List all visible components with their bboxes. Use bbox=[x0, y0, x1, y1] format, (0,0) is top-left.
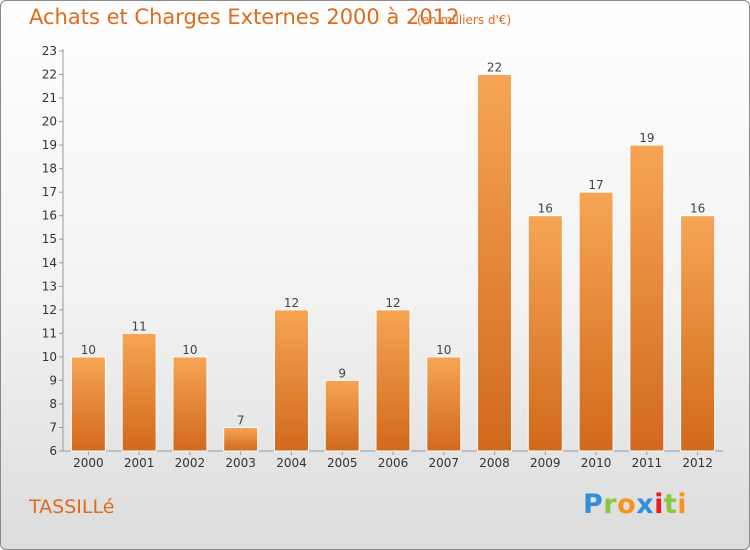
x-tick-label: 2000 bbox=[73, 456, 104, 470]
bar-2010 bbox=[578, 191, 614, 452]
bar-2012 bbox=[680, 215, 716, 452]
logo-letter: r bbox=[603, 489, 618, 520]
data-label-2004: 12 bbox=[284, 296, 299, 310]
y-tick-label: 7 bbox=[49, 420, 57, 434]
bar-2008 bbox=[477, 74, 513, 452]
bar-2001 bbox=[121, 332, 157, 452]
x-tick-label: 2008 bbox=[479, 456, 510, 470]
chart-subtitle: (en milliers d'€) bbox=[417, 13, 512, 27]
data-label-2011: 19 bbox=[639, 131, 654, 145]
data-label-2000: 10 bbox=[81, 343, 96, 357]
x-tick-label: 2004 bbox=[276, 456, 307, 470]
logo-letter: x bbox=[636, 489, 655, 520]
x-tick-label: 2010 bbox=[581, 456, 612, 470]
bar-2005 bbox=[324, 379, 360, 452]
bar-2009 bbox=[527, 215, 563, 452]
y-tick-label: 17 bbox=[42, 185, 57, 199]
bar-2004 bbox=[273, 309, 309, 452]
y-tick-label: 8 bbox=[49, 397, 57, 411]
y-tick-label: 21 bbox=[42, 91, 57, 105]
y-tick-label: 9 bbox=[49, 373, 57, 387]
data-label-2005: 9 bbox=[338, 366, 346, 380]
data-label-2006: 12 bbox=[385, 296, 400, 310]
y-tick-label: 13 bbox=[42, 279, 57, 293]
y-tick-label: 10 bbox=[42, 350, 57, 364]
y-tick-label: 19 bbox=[42, 138, 57, 152]
y-tick-label: 6 bbox=[49, 444, 57, 458]
x-tick-label: 2007 bbox=[428, 456, 459, 470]
bar-2006 bbox=[375, 309, 411, 452]
y-tick-label: 15 bbox=[42, 232, 57, 246]
data-label-2003: 7 bbox=[237, 413, 245, 427]
bar-2000 bbox=[70, 356, 106, 452]
chart-title: Achats et Charges Externes 2000 à 2012 bbox=[29, 5, 460, 29]
x-tick-label: 2012 bbox=[682, 456, 713, 470]
y-tick-label: 16 bbox=[42, 209, 57, 223]
proxiti-logo: Proxiti bbox=[583, 489, 687, 520]
data-label-2001: 11 bbox=[132, 319, 147, 333]
logo-letter: P bbox=[583, 489, 604, 520]
y-tick-label: 22 bbox=[42, 68, 57, 82]
commune-name: TASSILLé bbox=[29, 496, 115, 518]
y-tick-label: 20 bbox=[42, 115, 57, 129]
data-label-2002: 10 bbox=[182, 343, 197, 357]
x-tick-label: 2001 bbox=[124, 456, 155, 470]
data-label-2009: 16 bbox=[538, 202, 553, 216]
x-tick-label: 2005 bbox=[327, 456, 358, 470]
data-label-2008: 22 bbox=[487, 61, 502, 75]
logo-letter: i bbox=[677, 489, 688, 520]
y-tick-label: 14 bbox=[42, 256, 57, 270]
logo-letter: o bbox=[617, 489, 637, 520]
data-label-2007: 10 bbox=[436, 343, 451, 357]
y-tick-label: 11 bbox=[42, 326, 57, 340]
x-tick-label: 2002 bbox=[175, 456, 206, 470]
x-tick-label: 2003 bbox=[225, 456, 256, 470]
bar-2007 bbox=[426, 356, 462, 452]
data-label-2010: 17 bbox=[588, 178, 603, 192]
y-tick-label: 23 bbox=[42, 44, 57, 58]
x-tick-label: 2006 bbox=[378, 456, 409, 470]
y-tick-label: 12 bbox=[42, 303, 57, 317]
y-tick-label: 18 bbox=[42, 162, 57, 176]
bar-2002 bbox=[172, 356, 208, 452]
bar-2003 bbox=[223, 426, 259, 452]
logo-letter: i bbox=[654, 489, 664, 520]
x-tick-label: 2009 bbox=[530, 456, 561, 470]
x-tick-label: 2011 bbox=[632, 456, 663, 470]
bar-2011 bbox=[629, 144, 665, 452]
logo-letter: t bbox=[663, 489, 678, 520]
data-label-2012: 16 bbox=[690, 202, 705, 216]
